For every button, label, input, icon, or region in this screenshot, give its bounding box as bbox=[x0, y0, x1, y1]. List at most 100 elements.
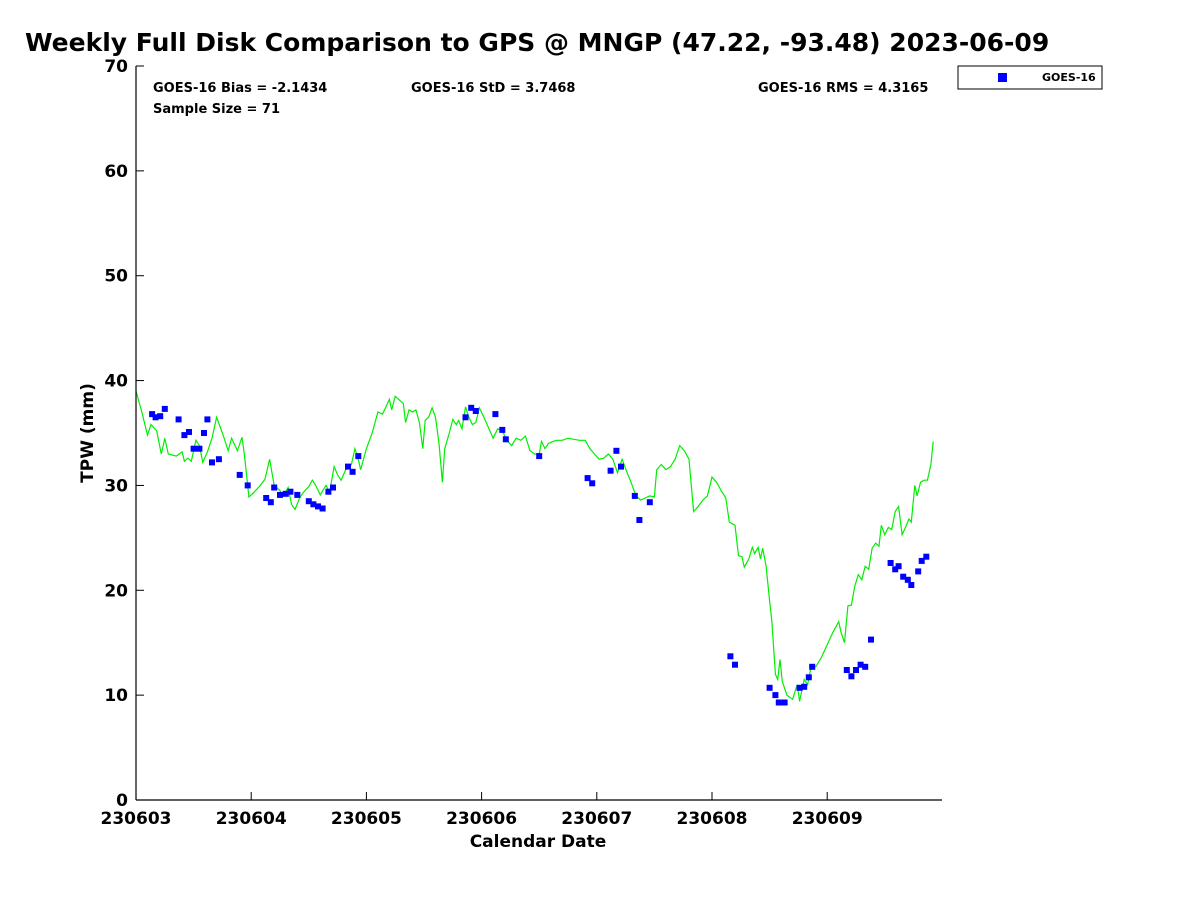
stat-bias: GOES-16 Bias = -2.1434 bbox=[153, 81, 327, 96]
plot-area bbox=[136, 66, 942, 800]
goes16-point bbox=[181, 432, 188, 439]
goes16-point bbox=[857, 661, 864, 668]
goes16-point bbox=[186, 429, 192, 435]
goes16-point bbox=[175, 416, 182, 423]
goes16-point bbox=[631, 492, 638, 499]
goes16-point bbox=[149, 411, 156, 418]
goes16-point bbox=[209, 459, 215, 466]
goes16-point bbox=[536, 453, 543, 460]
y-tick-label: 50 bbox=[104, 267, 128, 287]
x-tick-label: 230603 bbox=[101, 809, 172, 829]
goes16-point bbox=[204, 416, 211, 423]
y-tick-label: 40 bbox=[104, 372, 128, 392]
legend: GOES-16 bbox=[957, 65, 1103, 90]
goes16-point bbox=[310, 501, 317, 508]
goes16-point bbox=[287, 488, 294, 495]
goes16-point bbox=[282, 490, 289, 497]
goes16-point bbox=[472, 408, 479, 414]
legend-marker bbox=[998, 73, 1007, 82]
goes16-point bbox=[263, 495, 270, 501]
chart-title: Weekly Full Disk Comparison to GPS @ MNG… bbox=[25, 28, 1050, 57]
goes16-point bbox=[887, 560, 894, 566]
goes16-point bbox=[613, 447, 620, 454]
x-tick-label: 230606 bbox=[446, 809, 517, 829]
axes: 0 10 20 30 40 50 60 70 230603 230604 230605 230606 2… bbox=[101, 57, 942, 829]
y-tick-label: 70 bbox=[104, 57, 128, 77]
goes16-point bbox=[499, 426, 506, 433]
goes16-point bbox=[796, 684, 803, 691]
x-tick-label: 230607 bbox=[561, 809, 632, 829]
goes16-point bbox=[325, 488, 332, 495]
goes16-point bbox=[468, 404, 475, 411]
stat-rms: GOES-16 RMS = 4.3165 bbox=[758, 81, 928, 96]
goes16-point bbox=[636, 517, 643, 523]
goes16-point bbox=[805, 674, 812, 681]
goes16-point bbox=[900, 573, 907, 580]
goes16-point bbox=[161, 405, 168, 412]
y-tick-label: 10 bbox=[104, 686, 128, 706]
goes16-point bbox=[862, 663, 869, 670]
x-tick-label: 230605 bbox=[331, 809, 402, 829]
goes16-point bbox=[895, 563, 902, 570]
goes16-point bbox=[923, 553, 930, 560]
goes16-point bbox=[915, 568, 922, 575]
y-tick-label: 60 bbox=[104, 162, 128, 182]
goes16-point bbox=[330, 484, 336, 491]
goes16-point bbox=[589, 480, 596, 487]
goes16-point bbox=[502, 436, 509, 443]
goes16-point bbox=[646, 499, 653, 506]
goes16-point bbox=[848, 673, 855, 680]
goes16-point bbox=[215, 456, 222, 463]
goes16-point bbox=[732, 661, 738, 668]
goes16-point bbox=[918, 557, 925, 564]
goes16-point bbox=[843, 667, 850, 673]
x-tick-label: 230609 bbox=[792, 809, 863, 829]
goes16-point bbox=[315, 503, 321, 510]
goes16-point bbox=[781, 699, 788, 706]
y-tick-label: 30 bbox=[104, 476, 128, 496]
x-axis-label: Calendar Date bbox=[470, 832, 607, 852]
goes16-point bbox=[305, 498, 312, 505]
legend-label: GOES-16 bbox=[1042, 71, 1096, 84]
goes16-point bbox=[904, 576, 911, 583]
goes16-point bbox=[201, 430, 207, 436]
goes16-point bbox=[772, 692, 779, 699]
goes16-point bbox=[244, 482, 251, 489]
goes16-point bbox=[277, 491, 283, 498]
goes16-point bbox=[157, 413, 164, 420]
goes16-point bbox=[853, 667, 859, 673]
goes16-point bbox=[809, 663, 816, 670]
goes16-point bbox=[462, 414, 469, 421]
goes16-point bbox=[294, 491, 301, 498]
stat-sample-size: Sample Size = 71 bbox=[153, 102, 280, 117]
goes16-point bbox=[868, 636, 874, 643]
goes16-point bbox=[908, 582, 915, 588]
goes16-point bbox=[584, 475, 591, 482]
goes16-point bbox=[618, 463, 624, 470]
goes16-point bbox=[190, 445, 197, 452]
goes16-point bbox=[607, 467, 614, 474]
goes16-point bbox=[319, 505, 326, 512]
goes16-point bbox=[236, 471, 243, 478]
x-tick-label: 230608 bbox=[677, 809, 748, 829]
goes16-point bbox=[775, 699, 782, 706]
y-tick-label: 0 bbox=[116, 791, 128, 811]
goes16-point bbox=[349, 468, 356, 475]
goes16-point bbox=[152, 414, 159, 421]
goes16-series bbox=[149, 404, 930, 706]
goes16-point bbox=[892, 566, 899, 573]
goes16-point bbox=[727, 653, 734, 660]
legend-box bbox=[957, 65, 1103, 90]
y-axis-label: TPW (mm) bbox=[78, 383, 98, 483]
goes16-point bbox=[345, 463, 351, 470]
goes16-point bbox=[766, 684, 773, 691]
goes16-point bbox=[271, 484, 278, 491]
goes16-point bbox=[196, 445, 203, 452]
goes16-point bbox=[492, 411, 499, 418]
goes16-point bbox=[801, 683, 808, 690]
x-tick-label: 230604 bbox=[216, 809, 287, 829]
stat-std: GOES-16 StD = 3.7468 bbox=[411, 81, 575, 96]
goes16-point bbox=[267, 499, 274, 506]
y-tick-label: 20 bbox=[104, 581, 128, 601]
